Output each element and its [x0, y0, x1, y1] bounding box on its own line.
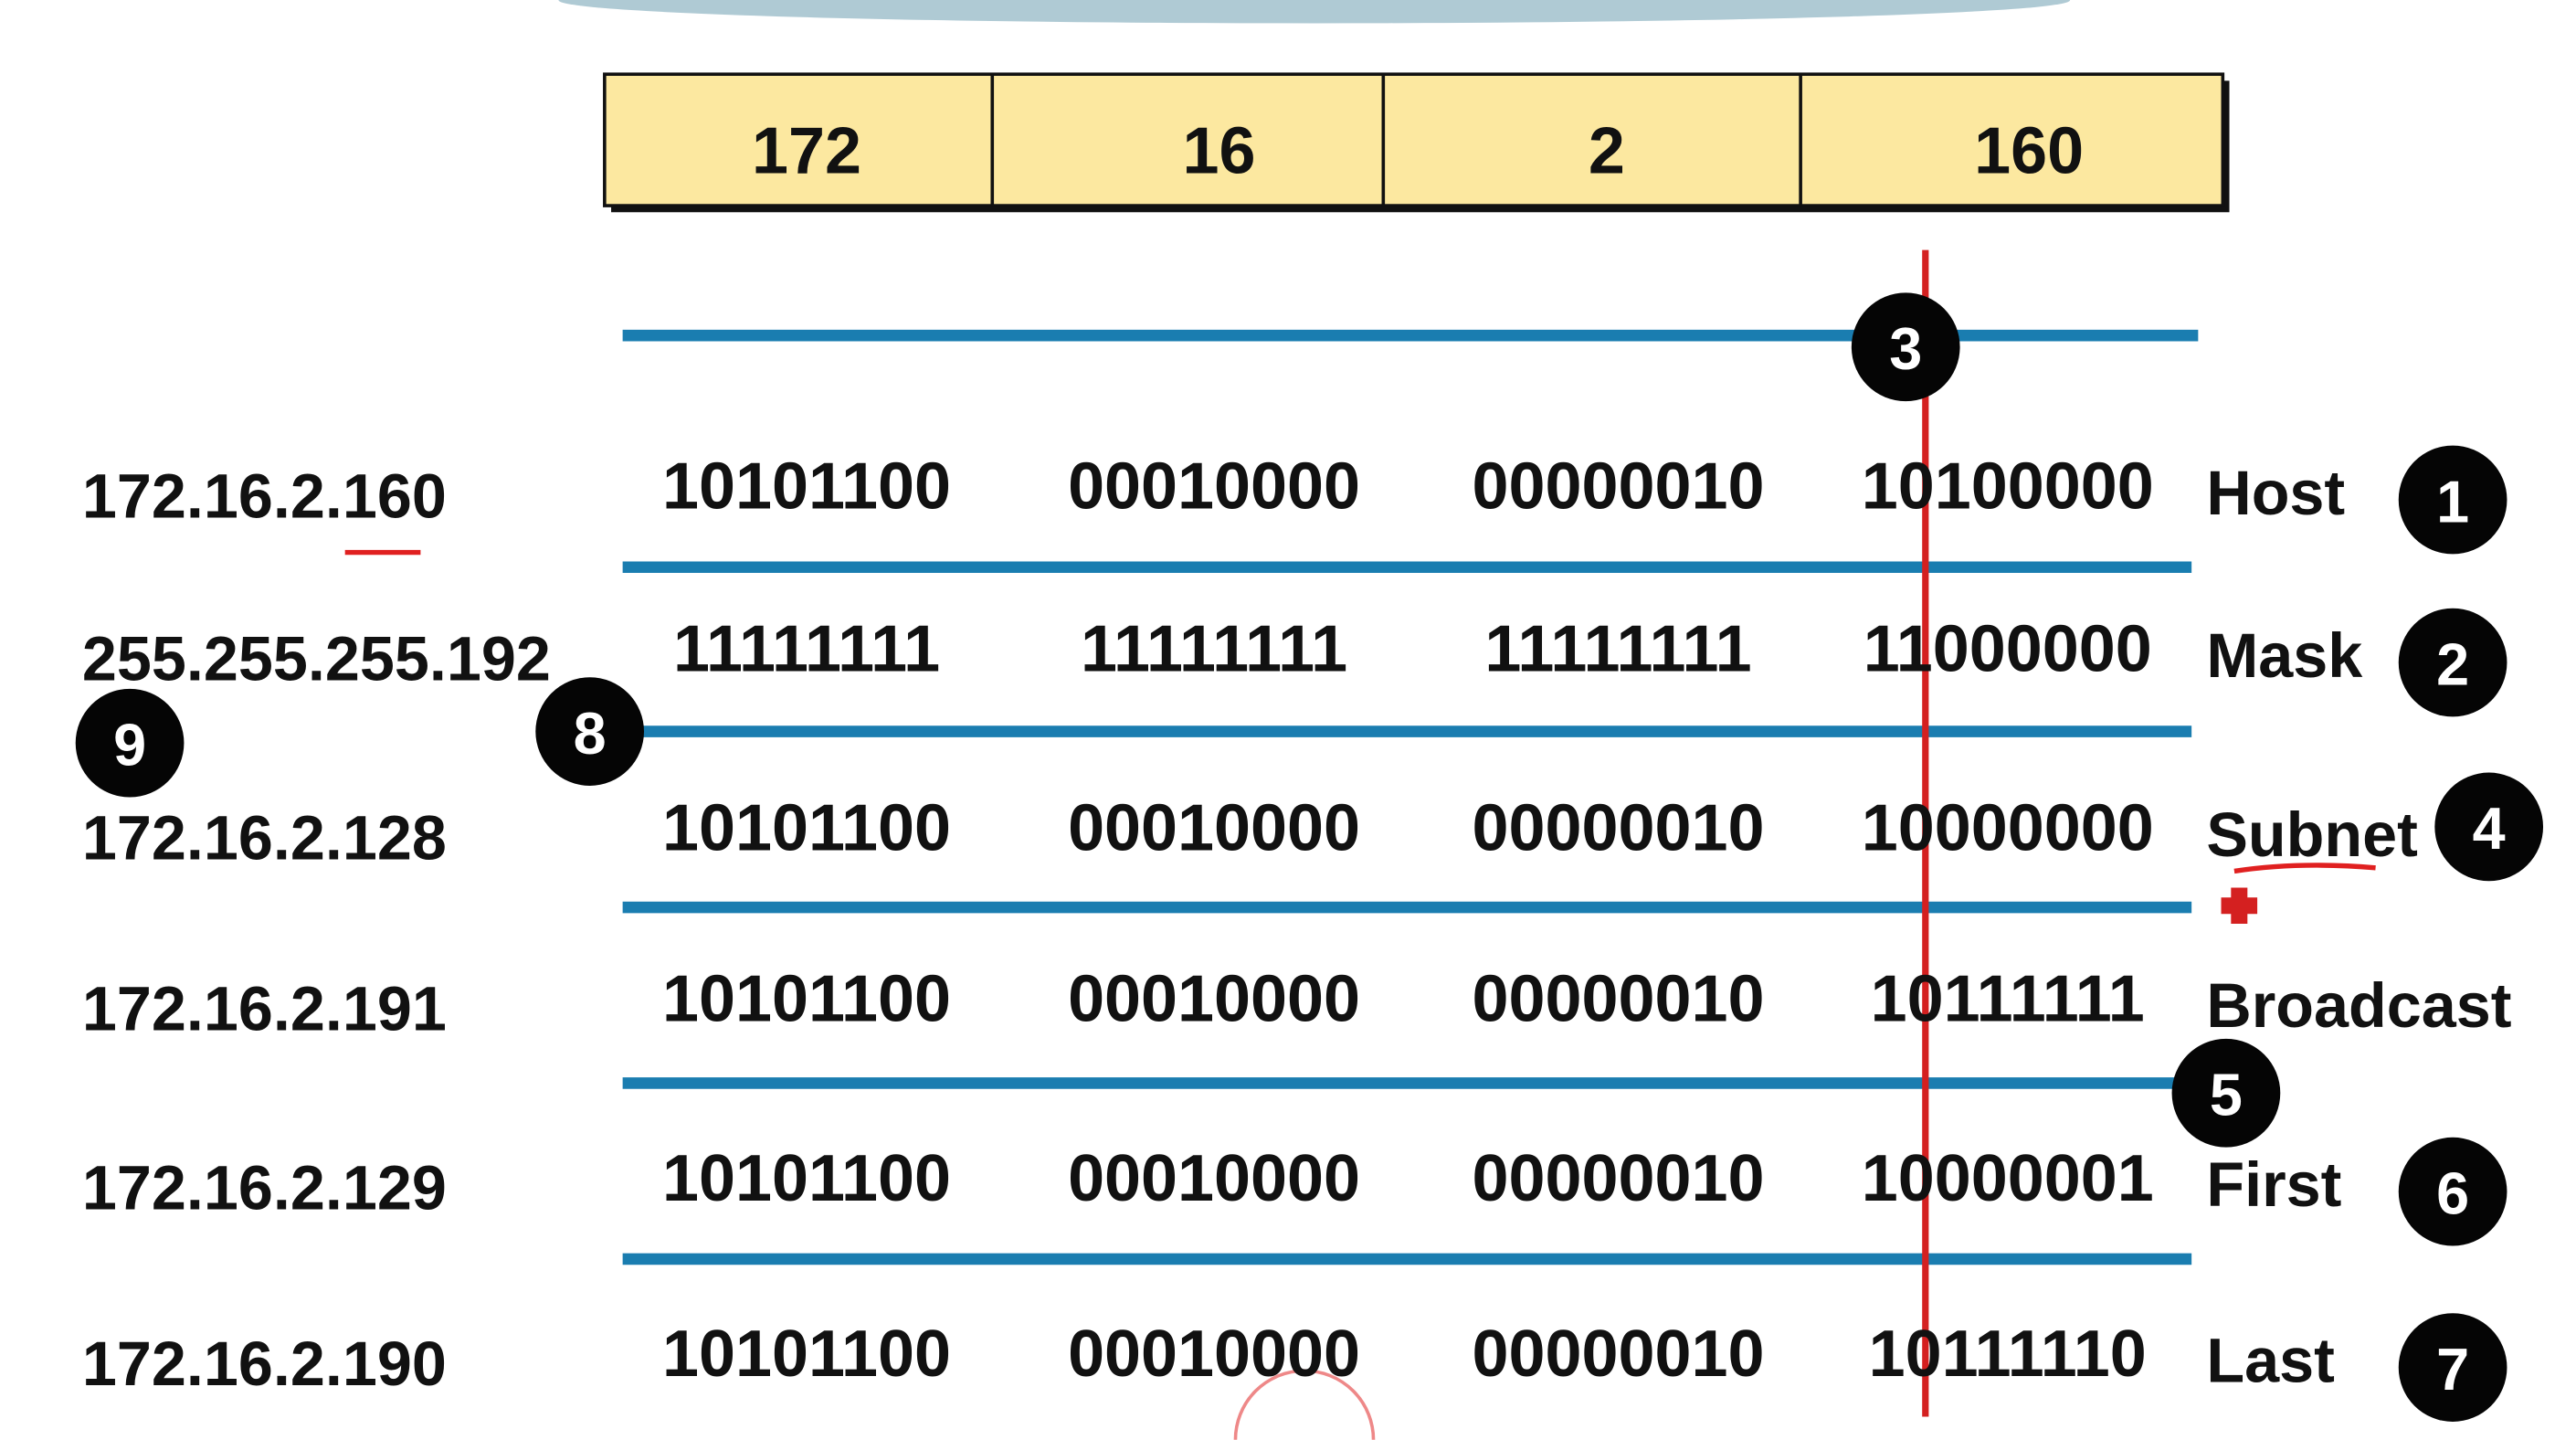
row-label: Mask — [2206, 621, 2363, 691]
binary-octet: 11111111 — [673, 613, 940, 686]
ip-address: 172.16.2.191 — [82, 975, 447, 1044]
step-badge — [1851, 292, 1960, 402]
binary-octet: 10111110 — [1869, 1318, 2147, 1391]
step-number: 5 — [2210, 1062, 2243, 1128]
step-number: 6 — [2436, 1159, 2469, 1226]
header-octet: 16 — [1182, 115, 1255, 188]
ip-address: 255.255.255.192 — [82, 624, 551, 694]
cursor-icon — [2221, 887, 2258, 925]
step-number: 4 — [2473, 795, 2506, 862]
binary-octet: 11000000 — [1863, 613, 2152, 686]
header-octet: 172 — [752, 115, 861, 188]
binary-octet: 10101100 — [662, 792, 951, 865]
header-box — [603, 72, 2225, 207]
binary-octet: 10101100 — [662, 963, 951, 1036]
row-label: Subnet — [2206, 800, 2418, 870]
row-label: Last — [2206, 1326, 2334, 1395]
step-badge — [2398, 445, 2507, 555]
row-label: First — [2206, 1150, 2341, 1220]
binary-octet: 11111111 — [1484, 613, 1751, 686]
step-badge — [2171, 1038, 2281, 1148]
binary-octet: 10101100 — [662, 1142, 951, 1215]
binary-octet: 00000010 — [1472, 1318, 1764, 1391]
header-octet: 160 — [1974, 115, 2084, 188]
binary-octet: 00000010 — [1472, 963, 1764, 1036]
underline — [2233, 863, 2376, 874]
step-badge — [2434, 772, 2544, 882]
binary-octet: 00000010 — [1472, 792, 1764, 865]
step-number: 8 — [574, 700, 607, 767]
header-octet: 2 — [1589, 115, 1625, 188]
binary-octet: 00000010 — [1472, 450, 1764, 524]
binary-octet: 10111111 — [1871, 963, 2145, 1036]
step-badge — [75, 688, 185, 798]
binary-octet: 00010000 — [1068, 450, 1360, 524]
ip-address: 172.16.2.129 — [82, 1154, 447, 1223]
ip-address: 172.16.2.160 — [82, 461, 447, 531]
binary-octet: 10000001 — [1862, 1142, 2154, 1215]
binary-octet: 00000010 — [1472, 1142, 1764, 1215]
step-number: 7 — [2436, 1336, 2469, 1403]
top-decoration — [558, 0, 2070, 24]
header-dividers — [990, 74, 1802, 206]
binary-octet: 00010000 — [1068, 1318, 1360, 1391]
step-number: 9 — [113, 711, 146, 778]
binary-octet: 11111111 — [1081, 613, 1347, 686]
ip-address: 172.16.2.128 — [82, 803, 447, 873]
step-number: 3 — [1889, 315, 1922, 382]
step-badge — [2398, 1137, 2507, 1246]
binary-octet: 10101100 — [662, 1318, 951, 1391]
step-badge — [535, 677, 644, 786]
step-badge — [2398, 608, 2507, 717]
binary-octet: 10101100 — [662, 450, 951, 524]
ip-address: 172.16.2.190 — [82, 1329, 447, 1399]
step-number: 1 — [2436, 468, 2469, 535]
row-label: Host — [2206, 459, 2345, 528]
binary-octet: 10100000 — [1862, 450, 2154, 524]
recorder-icon — [1233, 1369, 1376, 1440]
step-number: 2 — [2436, 630, 2469, 697]
binary-octet: 00010000 — [1068, 963, 1360, 1036]
binary-octet: 00010000 — [1068, 1142, 1360, 1215]
binary-octet: 00010000 — [1068, 792, 1360, 865]
binary-octet: 10000000 — [1862, 792, 2154, 865]
step-badge — [2398, 1313, 2507, 1422]
row-label: Broadcast — [2206, 971, 2511, 1041]
